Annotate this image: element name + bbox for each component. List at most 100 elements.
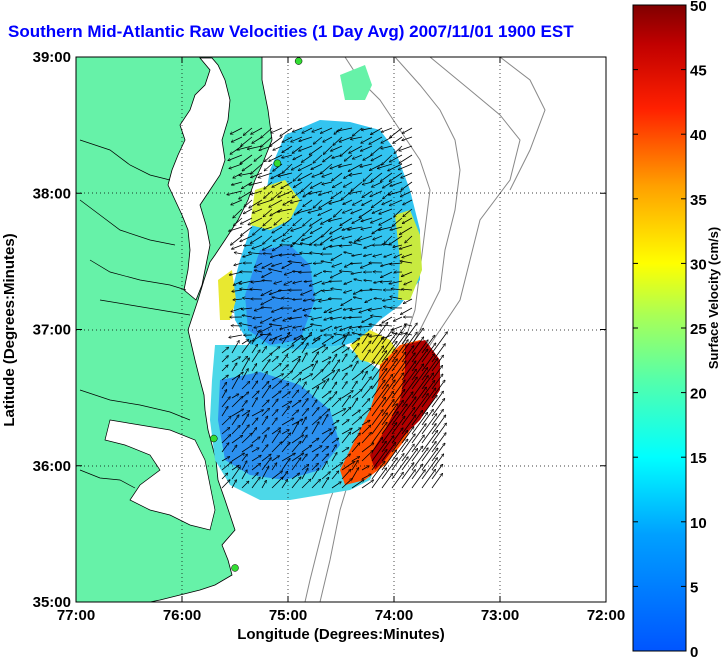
velocity-arrow xyxy=(351,208,363,214)
velocity-arrow xyxy=(298,163,313,171)
velocity-arrow xyxy=(241,308,253,309)
velocity-arrow xyxy=(264,154,273,162)
velocity-arrow xyxy=(389,199,403,206)
colorbar-tick-label: 35 xyxy=(690,192,707,209)
velocity-arrow xyxy=(309,235,323,245)
velocity-arrow xyxy=(361,474,371,480)
velocity-arrow xyxy=(321,391,331,399)
velocity-arrow xyxy=(301,408,309,417)
velocity-arrow xyxy=(311,352,319,363)
y-axis-ticks: 39:00 38:00 37:00 36:00 35:00 xyxy=(33,49,606,611)
velocity-arrow xyxy=(402,136,413,140)
velocity-arrow xyxy=(364,280,373,281)
velocity-arrow xyxy=(320,217,333,224)
velocity-arrow xyxy=(389,280,403,284)
velocity-arrow xyxy=(351,338,360,345)
velocity-arrow xyxy=(371,441,386,462)
x-tick-label: 73:00 xyxy=(481,607,519,624)
velocity-arrow xyxy=(382,244,393,245)
velocity-arrow xyxy=(271,409,278,417)
velocity-arrow xyxy=(301,445,312,453)
velocity-arrow xyxy=(341,348,349,354)
velocity-arrow xyxy=(331,354,337,363)
velocity-arrow xyxy=(431,332,447,354)
velocity-arrow xyxy=(242,298,253,299)
velocity-arrow xyxy=(365,298,373,303)
velocity-arrow xyxy=(301,391,309,399)
velocity-arrow xyxy=(248,253,263,254)
velocity-arrow xyxy=(361,371,367,381)
velocity-arrow xyxy=(240,217,253,224)
velocity-arrow xyxy=(332,172,343,181)
velocity-arrow xyxy=(274,217,283,225)
velocity-arrow xyxy=(291,136,303,142)
velocity-arrow xyxy=(239,172,253,175)
velocity-arrow xyxy=(247,145,263,149)
velocity-arrow xyxy=(331,253,343,260)
velocity-arrow xyxy=(361,450,373,462)
velocity-arrow xyxy=(389,172,403,182)
velocity-arrow xyxy=(301,435,307,444)
velocity-arrow xyxy=(330,145,343,151)
velocity-arrow xyxy=(284,280,293,285)
velocity-arrow xyxy=(331,345,345,354)
velocity-arrow xyxy=(323,136,333,142)
velocity-arrow xyxy=(281,332,290,345)
velocity-arrow xyxy=(231,445,237,453)
velocity-arrow xyxy=(261,416,268,426)
velocity-arrow xyxy=(371,468,387,489)
velocity-arrow xyxy=(254,262,263,267)
velocity-arrow xyxy=(351,460,358,471)
velocity-arrow xyxy=(381,380,395,399)
velocity-arrow xyxy=(338,163,353,167)
velocity-arrow xyxy=(312,172,323,177)
velocity-arrow xyxy=(241,433,252,444)
velocity-arrow xyxy=(221,356,228,363)
velocity-arrow xyxy=(221,457,230,462)
velocity-arrow xyxy=(393,244,403,247)
velocity-arrow xyxy=(331,288,343,290)
station-marker xyxy=(210,434,218,443)
velocity-arrow xyxy=(281,345,294,354)
velocity-arrow xyxy=(411,470,425,489)
velocity-arrow xyxy=(241,481,249,489)
velocity-arrow xyxy=(241,381,250,390)
velocity-arrow xyxy=(389,154,403,162)
velocity-arrow xyxy=(311,479,321,489)
velocity-arrow xyxy=(401,369,416,390)
velocity-arrow xyxy=(371,422,387,444)
velocity-arrow xyxy=(421,441,436,462)
velocity-arrow xyxy=(301,353,307,363)
river xyxy=(79,389,191,421)
velocity-arrow xyxy=(221,473,228,480)
velocity-arrow xyxy=(351,428,361,435)
velocity-arrow xyxy=(321,325,333,331)
velocity-arrow xyxy=(321,409,330,417)
velocity-arrow xyxy=(291,378,301,390)
velocity-arrow xyxy=(251,127,263,134)
velocity-arrow xyxy=(341,469,351,480)
velocity-arrow xyxy=(378,226,393,230)
velocity-arrow xyxy=(227,190,243,195)
velocity-arrow xyxy=(348,317,363,318)
velocity-arrow xyxy=(391,361,406,381)
velocity-arrow xyxy=(241,340,249,345)
velocity-arrow xyxy=(401,346,414,363)
velocity-arrow xyxy=(343,199,353,204)
velocity-arrow xyxy=(321,414,328,426)
velocity-arrow xyxy=(431,355,444,372)
velocity-arrow xyxy=(331,336,345,345)
velocity-arrow xyxy=(391,289,403,290)
velocity-arrow xyxy=(252,226,263,235)
velocity-arrow xyxy=(272,226,283,233)
velocity-arrow xyxy=(370,217,383,223)
velocity-arrow xyxy=(351,371,363,381)
velocity-arrow xyxy=(411,349,428,372)
velocity-arrow xyxy=(282,262,293,269)
velocity-arrow xyxy=(411,387,427,408)
velocity-arrow xyxy=(401,271,413,277)
velocity-arrow xyxy=(261,428,270,435)
velocity-arrow xyxy=(320,235,333,244)
velocity-arrow xyxy=(361,408,371,417)
velocity-arrow xyxy=(302,334,313,340)
